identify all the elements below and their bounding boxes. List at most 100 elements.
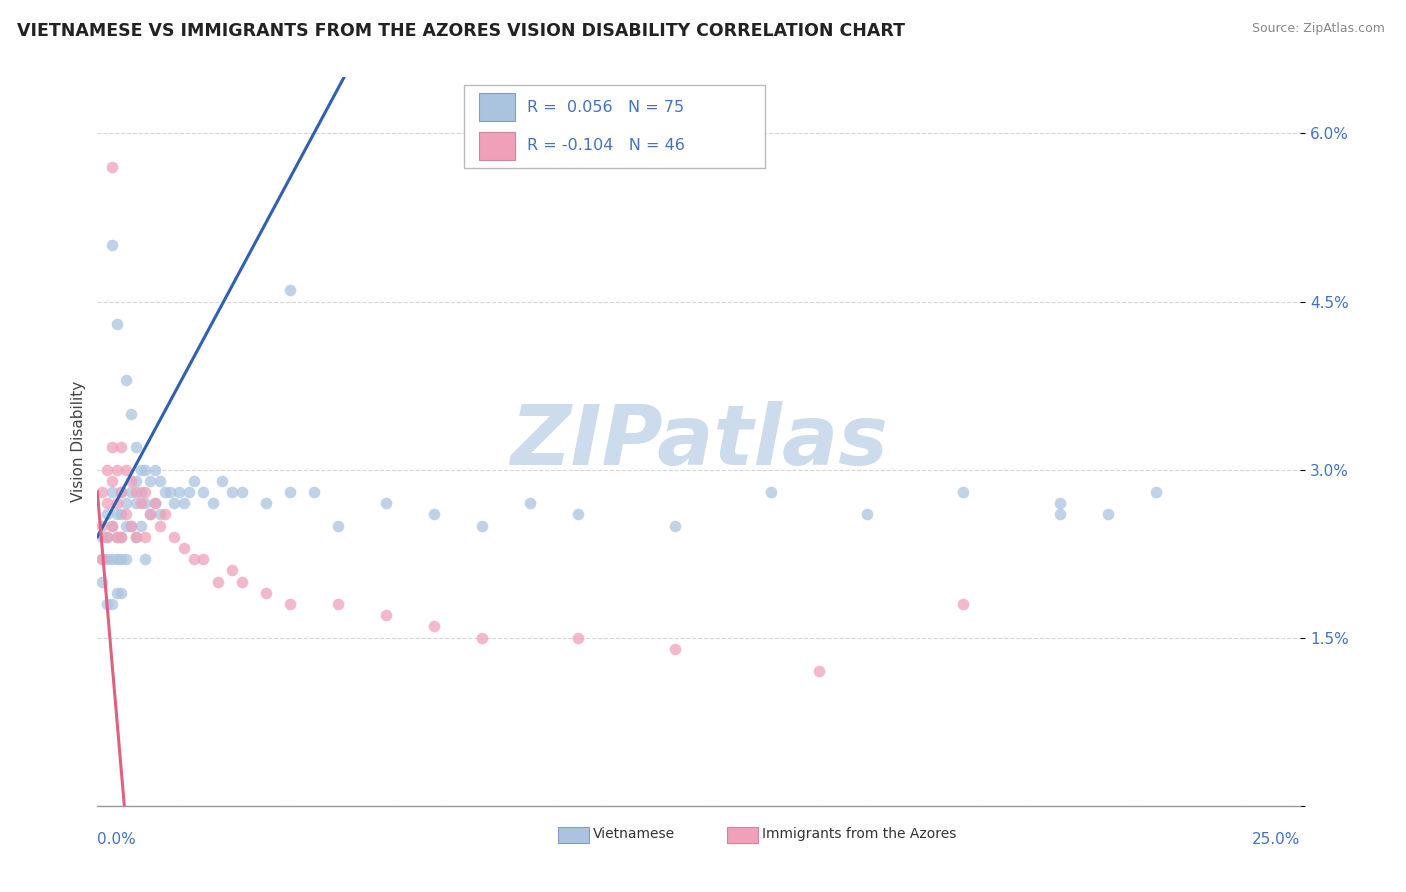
- Point: [96, 530, 118, 544]
- Point: [101, 597, 124, 611]
- FancyBboxPatch shape: [464, 85, 765, 169]
- Point: [221, 563, 243, 577]
- Text: VIETNAMESE VS IMMIGRANTS FROM THE AZORES VISION DISABILITY CORRELATION CHART: VIETNAMESE VS IMMIGRANTS FROM THE AZORES…: [17, 22, 905, 40]
- Point: [134, 530, 156, 544]
- Point: [115, 508, 138, 522]
- Point: [134, 485, 156, 500]
- Point: [105, 586, 128, 600]
- Point: [91, 530, 114, 544]
- Text: R = -0.104   N = 46: R = -0.104 N = 46: [527, 138, 685, 153]
- Text: ZIPatlas: ZIPatlas: [510, 401, 887, 482]
- Point: [278, 283, 301, 297]
- Point: [759, 485, 782, 500]
- Point: [567, 631, 589, 645]
- Point: [105, 508, 128, 522]
- Point: [101, 518, 124, 533]
- Bar: [478, 94, 515, 121]
- Text: Immigrants from the Azores: Immigrants from the Azores: [762, 827, 956, 841]
- Point: [163, 530, 186, 544]
- Point: [153, 508, 176, 522]
- Text: 25.0%: 25.0%: [1251, 832, 1301, 847]
- Point: [125, 474, 148, 488]
- Point: [173, 541, 195, 555]
- Point: [115, 518, 138, 533]
- Point: [375, 608, 398, 623]
- Point: [856, 508, 879, 522]
- Point: [120, 485, 142, 500]
- Text: Vietnamese: Vietnamese: [593, 827, 675, 841]
- Point: [173, 496, 195, 510]
- Point: [125, 530, 148, 544]
- Point: [120, 407, 142, 421]
- Point: [110, 485, 132, 500]
- Point: [101, 518, 124, 533]
- Point: [664, 641, 686, 656]
- Point: [96, 462, 118, 476]
- Point: [254, 586, 277, 600]
- Point: [125, 485, 148, 500]
- Point: [201, 496, 224, 510]
- Text: Source: ZipAtlas.com: Source: ZipAtlas.com: [1251, 22, 1385, 36]
- Point: [129, 485, 152, 500]
- Point: [110, 586, 132, 600]
- Point: [96, 530, 118, 544]
- Point: [149, 518, 172, 533]
- Point: [110, 508, 132, 522]
- Point: [96, 552, 118, 566]
- Point: [91, 552, 114, 566]
- Point: [143, 496, 166, 510]
- Point: [91, 552, 114, 566]
- Point: [101, 440, 124, 454]
- Point: [91, 574, 114, 589]
- Point: [149, 474, 172, 488]
- Point: [125, 496, 148, 510]
- Point: [423, 619, 446, 633]
- Point: [193, 485, 215, 500]
- Point: [139, 508, 162, 522]
- Point: [278, 485, 301, 500]
- Point: [134, 496, 156, 510]
- Text: 0.0%: 0.0%: [97, 832, 136, 847]
- Point: [115, 462, 138, 476]
- Point: [326, 518, 349, 533]
- Point: [110, 552, 132, 566]
- Point: [193, 552, 215, 566]
- Point: [167, 485, 190, 500]
- Point: [143, 496, 166, 510]
- Point: [143, 462, 166, 476]
- Point: [129, 462, 152, 476]
- Point: [471, 518, 494, 533]
- Point: [221, 485, 243, 500]
- Point: [471, 631, 494, 645]
- Point: [101, 474, 124, 488]
- Point: [125, 530, 148, 544]
- Point: [101, 485, 124, 500]
- Point: [254, 496, 277, 510]
- Point: [101, 552, 124, 566]
- Point: [183, 474, 205, 488]
- Point: [134, 552, 156, 566]
- Point: [278, 597, 301, 611]
- Point: [302, 485, 325, 500]
- Point: [105, 530, 128, 544]
- Point: [110, 440, 132, 454]
- Point: [120, 518, 142, 533]
- Point: [105, 530, 128, 544]
- Point: [120, 474, 142, 488]
- Point: [101, 160, 124, 174]
- Bar: [478, 132, 515, 160]
- Point: [91, 485, 114, 500]
- Point: [139, 508, 162, 522]
- Point: [1049, 496, 1071, 510]
- Point: [153, 485, 176, 500]
- Point: [159, 485, 181, 500]
- Point: [567, 508, 589, 522]
- Point: [105, 552, 128, 566]
- Y-axis label: Vision Disability: Vision Disability: [72, 381, 86, 502]
- Point: [183, 552, 205, 566]
- Point: [125, 440, 148, 454]
- Point: [120, 518, 142, 533]
- Point: [952, 597, 974, 611]
- Point: [105, 496, 128, 510]
- Point: [105, 462, 128, 476]
